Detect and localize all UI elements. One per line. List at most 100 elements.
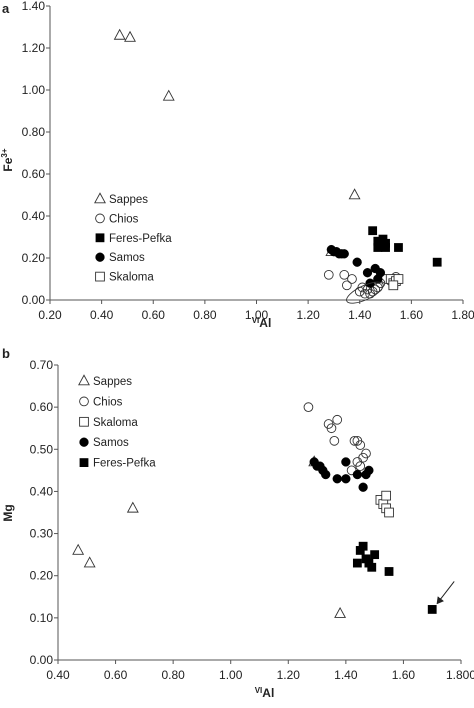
panel-letter: b — [2, 346, 10, 361]
data-point — [367, 562, 377, 572]
legend-label: Skaloma — [93, 417, 138, 429]
series-skaloma — [385, 274, 404, 291]
legend-label: Sappes — [109, 194, 148, 206]
y-axis-title: Mg — [1, 504, 15, 521]
data-point — [124, 30, 136, 42]
data-point — [303, 402, 314, 412]
data-point — [347, 274, 357, 284]
data-point — [113, 28, 126, 40]
data-point — [381, 243, 390, 252]
legend-marker — [95, 271, 105, 282]
data-point — [162, 89, 175, 101]
data-point — [432, 257, 442, 267]
y-tick-label: 1.20 — [22, 41, 46, 55]
data-point — [358, 482, 368, 492]
y-tick-label: 0.60 — [22, 167, 46, 181]
data-point — [339, 269, 350, 280]
data-point — [362, 268, 373, 278]
legend-marker — [79, 458, 89, 467]
legend-marker — [79, 396, 89, 407]
data-point — [373, 243, 383, 252]
data-point — [384, 567, 394, 576]
data-point — [394, 243, 403, 252]
data-point — [358, 541, 368, 551]
series-sappes — [113, 28, 361, 256]
x-axis-title: VIAl — [255, 686, 275, 700]
y-tick-label: 0.10 — [30, 611, 54, 625]
legend-label: Sappes — [93, 376, 132, 388]
legend-label: Chios — [109, 213, 139, 225]
data-point — [368, 226, 378, 236]
data-point — [355, 461, 366, 471]
legend-label: Skaloma — [109, 272, 154, 284]
x-tick-label: 0.20 — [38, 308, 62, 322]
legend-marker — [78, 374, 90, 386]
x-axis-title: VIAl — [252, 316, 272, 330]
data-point — [393, 274, 404, 284]
x-tick-label: 0.60 — [142, 308, 166, 322]
data-point — [348, 188, 361, 200]
x-tick-label: 1.60 — [400, 308, 424, 322]
x-tick-label: 0.40 — [90, 308, 114, 322]
data-point — [384, 507, 394, 518]
data-point — [334, 606, 347, 618]
series-feres-pefka — [368, 226, 442, 267]
x-tick-label: 1.40 — [334, 668, 358, 682]
data-point — [341, 280, 352, 291]
series-skaloma — [375, 490, 394, 518]
x-tick-label: 1.800 — [446, 668, 474, 682]
data-point — [339, 249, 349, 259]
legend-label: Samos — [93, 437, 129, 449]
x-tick-label: 1.40 — [348, 308, 372, 322]
data-point — [364, 465, 374, 476]
x-tick-label: 0.80 — [161, 668, 185, 682]
y-tick-label: 0.40 — [30, 484, 54, 498]
x-tick-label: 0.40 — [46, 668, 70, 682]
x-tick-label: 1.60 — [392, 668, 416, 682]
legend-marker — [95, 252, 105, 262]
legend-label: Feres-Pefka — [109, 233, 172, 245]
x-tick-label: 1.20 — [277, 668, 301, 682]
y-axis-title: Fe3+ — [0, 148, 15, 171]
data-point — [388, 280, 399, 291]
y-tick-label: 0.40 — [22, 209, 46, 223]
legend-label: Feres-Pefka — [93, 458, 156, 470]
legend-marker — [95, 213, 105, 224]
legend-marker — [94, 192, 106, 204]
legend-marker — [79, 437, 89, 447]
data-point — [83, 556, 96, 568]
panel-b: b0.40 0.60 0.80 1.00 1.20 1.40 1.60 1.8000.000.… — [1, 346, 474, 700]
series-sappes — [72, 455, 347, 618]
legend-marker — [79, 416, 89, 427]
data-point — [373, 274, 383, 284]
data-point — [323, 269, 334, 280]
x-tick-label: 0.80 — [193, 308, 217, 322]
y-tick-label: 0.00 — [30, 653, 54, 667]
data-point — [355, 440, 366, 450]
series-feres-pefka — [352, 541, 437, 614]
y-tick-label: 0.60 — [30, 400, 54, 414]
data-point — [126, 501, 139, 513]
data-point — [341, 474, 351, 484]
x-tick-label: 1.20 — [296, 308, 320, 322]
data-point — [332, 474, 342, 484]
y-tick-label: 0.80 — [22, 125, 46, 139]
x-tick-label: 1.00 — [219, 668, 243, 682]
panel-a: a 0.20 0.40 0.60 0.80 1.00 1.20 1.40 1.60 1.80 0.0… — [0, 0, 474, 330]
data-point — [332, 414, 343, 425]
data-point — [326, 423, 337, 434]
data-point — [72, 543, 85, 555]
y-tick-label: 1.00 — [22, 83, 46, 97]
data-point — [361, 448, 371, 459]
legend-label: Samos — [109, 252, 145, 264]
data-point — [370, 550, 380, 560]
data-point — [352, 257, 362, 267]
x-tick-label: 1.80 — [451, 308, 474, 322]
y-tick-label: 0.70 — [30, 358, 54, 372]
series-samos — [309, 457, 374, 492]
x-tick-label: 0.60 — [104, 668, 128, 682]
data-point — [381, 490, 392, 501]
y-tick-label: 0.50 — [30, 442, 54, 456]
